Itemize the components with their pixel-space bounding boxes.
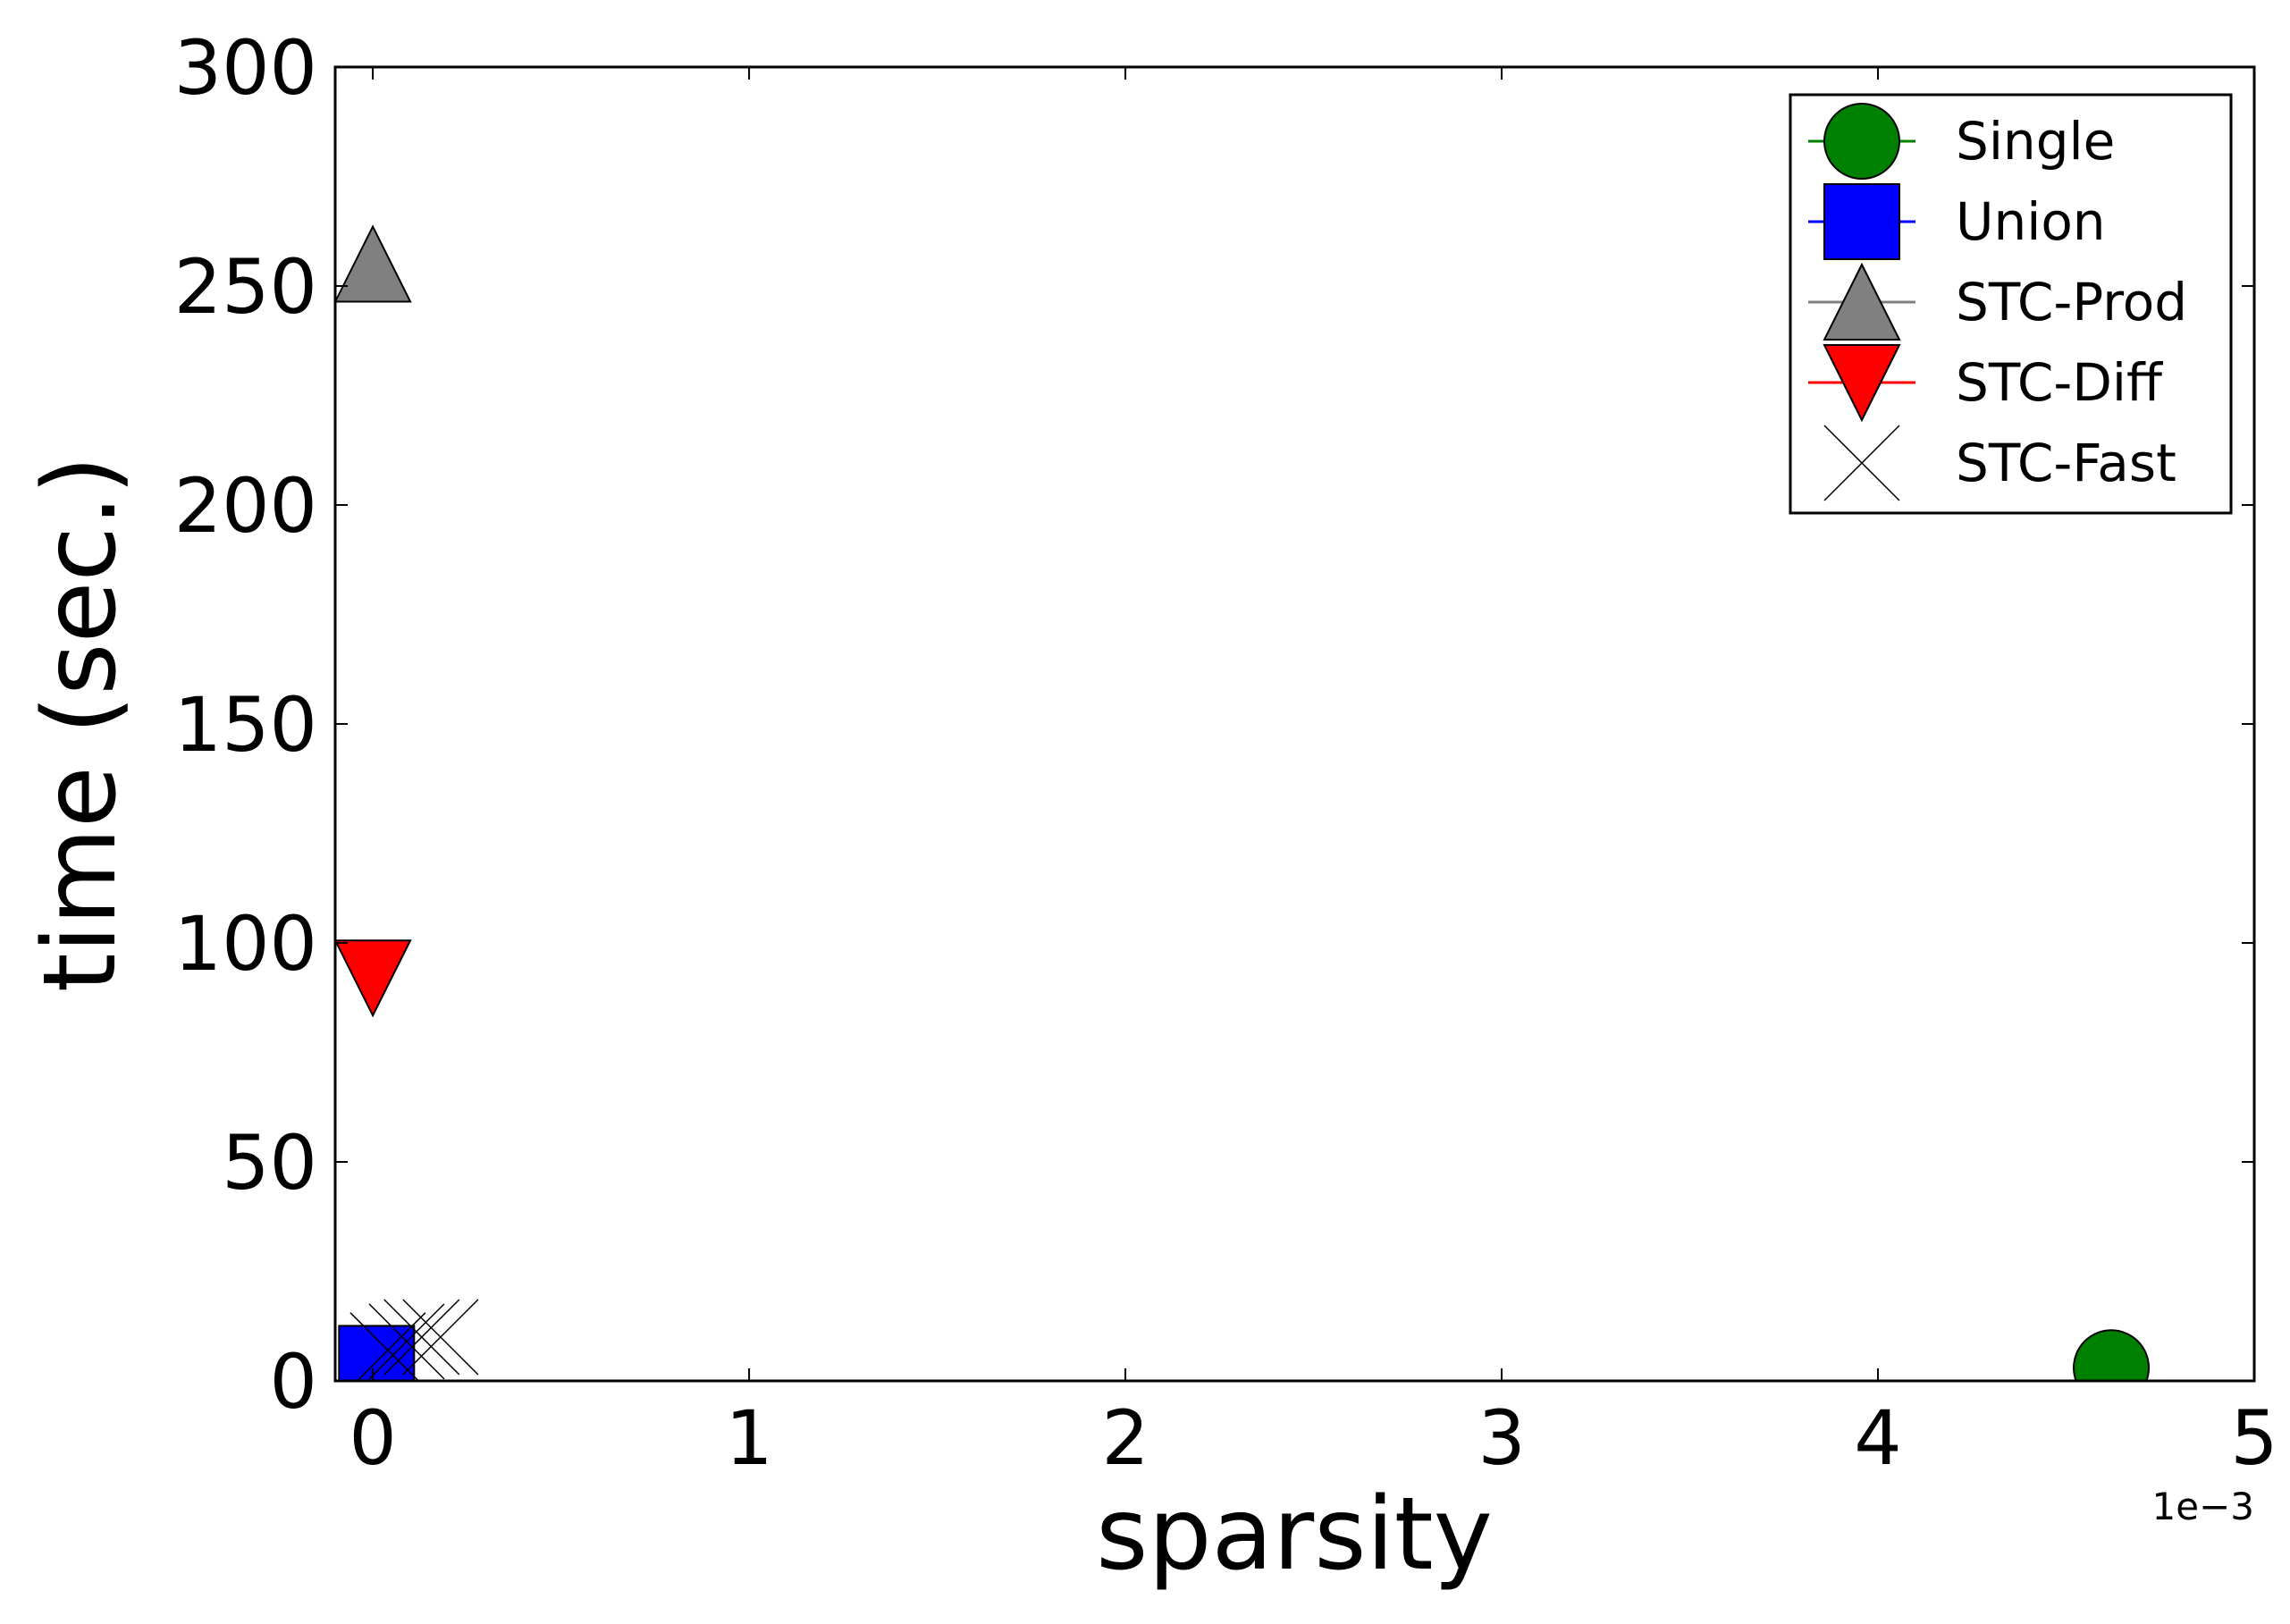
legend-marker-stc-prod [1823, 262, 1901, 341]
x-tick-label: 3 [1478, 1394, 1525, 1482]
legend-marker-stc-fast [1823, 425, 1900, 501]
x-tick-label: 5 [2230, 1394, 2277, 1482]
y-tick-label: 100 [174, 900, 317, 988]
y-tick-label: 150 [174, 681, 317, 769]
point-stc-fast-3 [402, 1299, 479, 1376]
legend-entries: Single Union STC-Prod STC-Diff STC-Fast [1808, 103, 2187, 501]
x-tick-label: 4 [1854, 1394, 1901, 1482]
y-tick-label: 0 [270, 1338, 317, 1426]
legend-label: Union [1956, 191, 2106, 252]
point-stc-fast-0 [349, 1312, 426, 1381]
point-stc-fast-2 [383, 1299, 460, 1376]
legend-item-union: Union [1808, 183, 2106, 260]
legend-item-stc-fast: STC-Fast [1823, 425, 2176, 501]
y-tick-label: 50 [222, 1119, 317, 1207]
y-tick-label: 200 [174, 462, 317, 550]
point-stc-diff-0 [335, 939, 412, 1018]
y-tick-label: 300 [174, 24, 317, 112]
legend-item-stc-diff: STC-Diff [1808, 344, 2164, 423]
x-offset-label: 1e−3 [2152, 1485, 2254, 1528]
legend-marker-single [1823, 103, 1900, 180]
legend: Single Union STC-Prod STC-Diff STC-Fast [1789, 93, 2233, 515]
x-tick-label: 0 [349, 1394, 396, 1482]
x-tick-label: 1 [725, 1394, 772, 1482]
y-tick-label: 250 [174, 243, 317, 331]
data-marks [335, 224, 2151, 1381]
x-axis-label: sparsity [1096, 1477, 1493, 1593]
point-stc-prod-0 [335, 224, 412, 303]
legend-label: STC-Prod [1956, 272, 2187, 332]
legend-label: STC-Diff [1956, 352, 2164, 413]
legend-label: STC-Fast [1956, 433, 2176, 493]
legend-marker-union [1823, 183, 1900, 260]
x-tick-label: 2 [1101, 1394, 1149, 1482]
point-stc-fast-1 [368, 1303, 445, 1380]
legend-item-stc-prod: STC-Prod [1808, 262, 2187, 341]
legend-item-single: Single [1808, 103, 2115, 180]
y-axis-label: time (sec.) [22, 456, 139, 992]
point-single-0 [2073, 1329, 2151, 1381]
legend-marker-stc-diff [1823, 344, 1901, 423]
legend-label: Single [1956, 111, 2115, 172]
